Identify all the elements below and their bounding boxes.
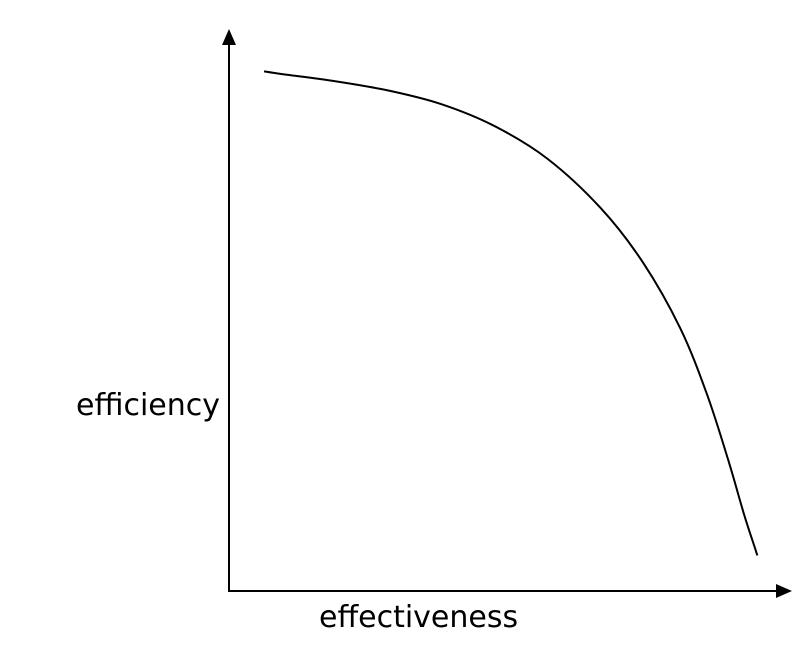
axes [222, 29, 792, 598]
y-axis-arrowhead [222, 29, 236, 45]
tradeoff-curve [263, 70, 759, 556]
x-axis-label: effectiveness [319, 600, 518, 635]
x-axis-arrowhead [776, 584, 792, 598]
y-axis-label: efficiency [76, 388, 220, 423]
